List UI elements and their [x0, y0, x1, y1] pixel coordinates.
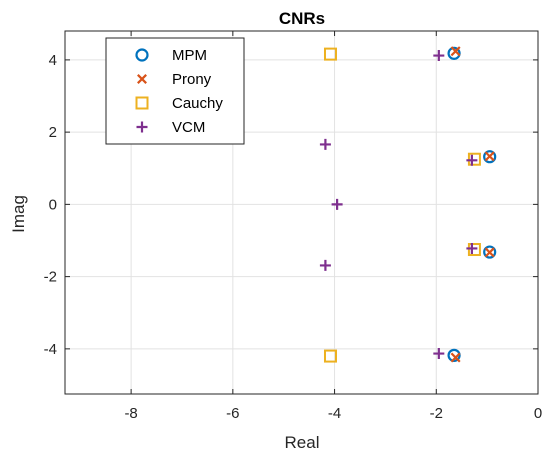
data-point: [433, 50, 445, 62]
data-point: [433, 348, 445, 360]
y-tick-label: 4: [49, 52, 57, 69]
y-tick-labels: -4 -2 0 2 4: [44, 52, 57, 358]
data-point: [483, 150, 497, 164]
legend-label: Prony: [172, 71, 212, 88]
data-point: [484, 151, 495, 162]
legend-label: VCM: [172, 119, 205, 136]
data-point: [319, 259, 331, 271]
data-point: [319, 138, 331, 150]
series-mpm: [447, 46, 497, 362]
legend: MPM Prony Cauchy VCM: [105, 37, 245, 145]
legend-marker: [137, 74, 147, 84]
data-points: [319, 46, 497, 363]
legend-box: [105, 37, 245, 145]
legend-marker: [136, 121, 148, 133]
y-tick-label: 0: [49, 196, 57, 213]
x-tick-label: -2: [430, 405, 443, 422]
data-point: [484, 247, 495, 258]
data-point: [323, 47, 337, 61]
legend-label: MPM: [172, 47, 207, 64]
data-point: [447, 348, 461, 362]
x-tick-labels: -8 -6 -4 -2 0: [124, 405, 542, 422]
series-prony: [450, 46, 495, 363]
y-tick-label: -4: [44, 341, 57, 358]
x-axis-label: Real: [285, 433, 320, 452]
legend-marker: [135, 48, 149, 62]
x-tick-label: -4: [328, 405, 341, 422]
x-tick-label: 0: [534, 405, 542, 422]
legend-items: MPM Prony Cauchy VCM: [135, 47, 223, 136]
data-point: [323, 349, 337, 363]
legend-label: Cauchy: [172, 95, 223, 112]
data-point: [450, 352, 461, 363]
y-tick-label: 2: [49, 124, 57, 141]
y-axis-label: Imag: [9, 195, 28, 233]
data-point: [483, 245, 497, 259]
legend-marker: [135, 96, 149, 110]
data-point: [331, 198, 343, 210]
data-point: [447, 46, 461, 60]
x-tick-label: -6: [226, 405, 239, 422]
chart-title: CNRs: [279, 9, 325, 28]
data-point: [450, 46, 461, 57]
x-tick-label: -8: [124, 405, 137, 422]
data-point: [466, 154, 478, 166]
plot-frame: [64, 30, 539, 395]
data-point: [466, 242, 478, 254]
y-tick-label: -2: [44, 269, 57, 286]
series-vcm: [319, 50, 478, 360]
